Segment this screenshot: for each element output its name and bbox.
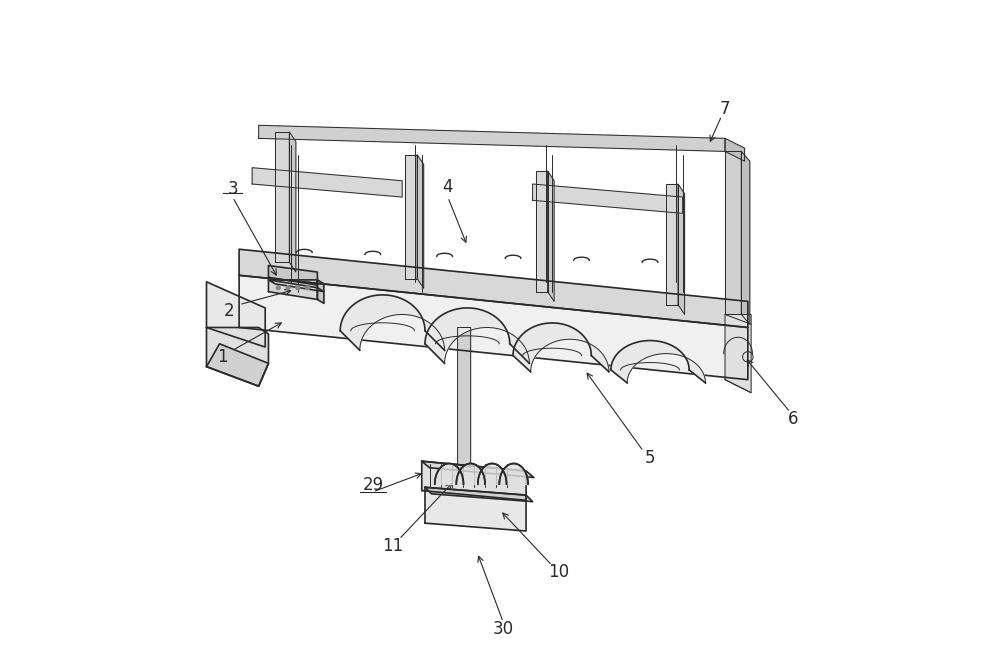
Polygon shape — [536, 171, 548, 291]
Text: 11: 11 — [382, 537, 403, 555]
Text: 30: 30 — [493, 620, 514, 638]
Polygon shape — [666, 184, 678, 305]
Polygon shape — [207, 282, 265, 347]
Polygon shape — [725, 314, 751, 393]
Polygon shape — [268, 280, 317, 299]
Text: 5: 5 — [645, 449, 655, 467]
Polygon shape — [422, 461, 526, 500]
Polygon shape — [417, 155, 424, 288]
Circle shape — [306, 286, 310, 290]
Polygon shape — [725, 151, 741, 314]
Text: 1: 1 — [217, 348, 228, 366]
Polygon shape — [239, 250, 748, 328]
Polygon shape — [458, 328, 471, 468]
Text: 3: 3 — [227, 180, 238, 198]
Polygon shape — [405, 155, 417, 278]
Polygon shape — [268, 280, 324, 291]
Polygon shape — [548, 171, 554, 301]
Polygon shape — [425, 487, 526, 531]
Text: 2: 2 — [224, 302, 235, 320]
Circle shape — [276, 286, 280, 290]
Polygon shape — [425, 308, 529, 364]
Polygon shape — [239, 275, 748, 380]
Polygon shape — [513, 323, 609, 372]
Polygon shape — [425, 487, 533, 502]
Polygon shape — [207, 328, 268, 386]
Polygon shape — [422, 461, 534, 477]
Text: 4: 4 — [443, 178, 453, 196]
Polygon shape — [340, 295, 445, 350]
Polygon shape — [317, 280, 324, 303]
Circle shape — [296, 286, 300, 290]
Polygon shape — [268, 265, 317, 285]
Text: 7: 7 — [720, 100, 730, 118]
Circle shape — [286, 286, 290, 290]
Polygon shape — [741, 151, 750, 324]
Text: 10: 10 — [548, 563, 569, 581]
Text: 29: 29 — [362, 476, 383, 495]
Polygon shape — [611, 341, 705, 383]
Polygon shape — [533, 184, 683, 214]
Polygon shape — [678, 184, 685, 314]
Polygon shape — [275, 132, 289, 262]
Polygon shape — [289, 132, 296, 272]
Polygon shape — [259, 125, 725, 151]
Polygon shape — [725, 138, 745, 161]
Polygon shape — [207, 344, 268, 386]
Text: 6: 6 — [788, 410, 799, 428]
Polygon shape — [252, 168, 402, 197]
